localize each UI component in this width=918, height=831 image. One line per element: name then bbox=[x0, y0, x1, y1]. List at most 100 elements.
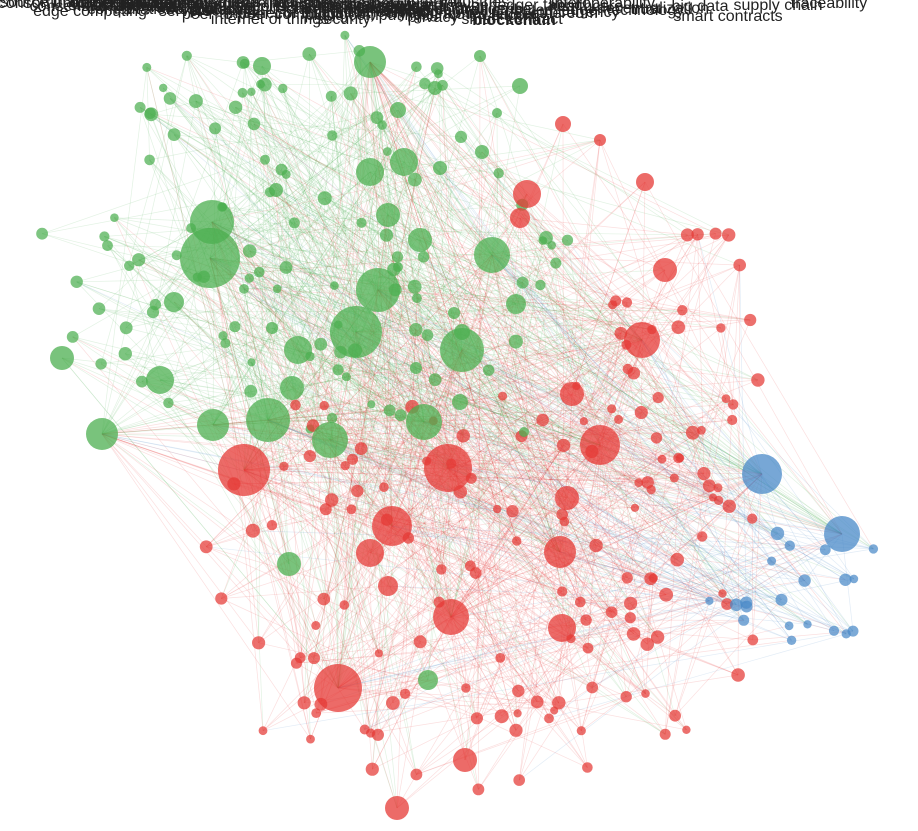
network-edge bbox=[243, 217, 521, 471]
network-edge bbox=[126, 254, 493, 329]
network-node-unlabeled bbox=[849, 574, 859, 584]
network-edge bbox=[459, 401, 654, 579]
network-node-unlabeled bbox=[242, 244, 257, 258]
node-label: supply chain bbox=[734, 0, 823, 14]
network-edge bbox=[646, 437, 657, 645]
network-edge bbox=[397, 109, 593, 452]
network-node-unlabeled bbox=[308, 652, 320, 665]
network-edge bbox=[101, 433, 311, 740]
node-label: consensus protocol bbox=[70, 0, 208, 12]
network-edge bbox=[264, 159, 393, 527]
network-edge bbox=[350, 93, 593, 688]
network-node-unlabeled bbox=[461, 683, 471, 693]
network-edge bbox=[308, 53, 389, 216]
network-edge bbox=[491, 254, 582, 731]
network-edge bbox=[214, 128, 561, 553]
network-node-unlabeled bbox=[650, 630, 665, 644]
network-edge bbox=[275, 189, 643, 341]
network-edge bbox=[285, 135, 333, 175]
network-edge bbox=[386, 519, 628, 579]
network-edge bbox=[391, 333, 622, 527]
network-edge bbox=[141, 381, 563, 515]
network-edge bbox=[206, 546, 559, 704]
network-edge bbox=[211, 221, 588, 768]
network-edge bbox=[350, 93, 658, 638]
network-edge bbox=[243, 469, 471, 567]
network-edge bbox=[438, 473, 763, 603]
network-node-unlabeled bbox=[536, 413, 549, 427]
network-node-unlabeled bbox=[258, 726, 268, 736]
network-edge bbox=[518, 551, 561, 781]
network-edge bbox=[212, 409, 390, 426]
network-edge bbox=[450, 497, 714, 618]
network-edge bbox=[416, 297, 763, 475]
network-edge bbox=[397, 109, 561, 553]
network-edge bbox=[308, 53, 597, 546]
network-edge bbox=[309, 61, 371, 429]
network-edge bbox=[496, 339, 643, 510]
network-node bbox=[452, 394, 468, 410]
node-label: consensus algorithm bbox=[30, 0, 177, 15]
network-edge bbox=[595, 473, 763, 546]
network-node-unlabeled bbox=[784, 540, 795, 551]
network-edge bbox=[309, 53, 723, 594]
network-edge bbox=[626, 302, 751, 321]
network-edge bbox=[450, 616, 555, 711]
network-node-unlabeled bbox=[713, 483, 723, 493]
node-label: computer architecture bbox=[167, 1, 322, 18]
network-node-unlabeled bbox=[472, 783, 485, 796]
network-edge bbox=[488, 369, 790, 547]
network-edge bbox=[391, 525, 666, 735]
network-node-unlabeled bbox=[512, 684, 525, 698]
network-edge bbox=[369, 61, 739, 676]
network-edge bbox=[687, 234, 874, 550]
network-edge bbox=[450, 616, 753, 641]
network-edge bbox=[371, 616, 452, 770]
network-edge bbox=[312, 425, 763, 475]
network-edge bbox=[381, 124, 835, 632]
network-edge bbox=[475, 508, 498, 574]
network-edge bbox=[414, 179, 612, 613]
network-node-unlabeled bbox=[582, 642, 594, 654]
network-edge bbox=[249, 139, 601, 252]
network-node-unlabeled bbox=[428, 373, 442, 387]
network-edge bbox=[291, 254, 493, 389]
network-node bbox=[372, 506, 412, 546]
network-edge bbox=[244, 63, 290, 565]
network-edge bbox=[676, 265, 741, 560]
network-node-unlabeled bbox=[579, 417, 588, 426]
network-edge bbox=[377, 289, 658, 638]
network-edge bbox=[253, 123, 737, 606]
network-edge bbox=[211, 221, 259, 643]
network-edge bbox=[243, 469, 311, 740]
node-label: distributed ledger technology bbox=[480, 2, 685, 19]
network-edge bbox=[242, 92, 417, 369]
network-edge bbox=[259, 271, 639, 484]
network-edge bbox=[450, 397, 659, 618]
node-label: data models bbox=[228, 0, 315, 11]
node-label: trust bbox=[630, 1, 662, 18]
network-edge bbox=[517, 477, 675, 714]
network-edge bbox=[404, 693, 478, 719]
network-node-unlabeled bbox=[325, 90, 337, 102]
network-edge bbox=[391, 333, 622, 527]
network-node-unlabeled bbox=[374, 649, 383, 658]
network-node-unlabeled bbox=[311, 621, 321, 630]
network-edge bbox=[553, 444, 601, 711]
network-node bbox=[390, 148, 418, 176]
network-edge bbox=[369, 61, 518, 542]
network-edge bbox=[461, 349, 782, 600]
network-edge bbox=[463, 435, 561, 553]
network-edge bbox=[211, 68, 438, 223]
network-edge bbox=[234, 326, 434, 422]
network-node-unlabeled bbox=[245, 523, 260, 538]
network-edge bbox=[408, 421, 425, 539]
network-edge bbox=[300, 591, 563, 659]
network-edge bbox=[570, 368, 629, 639]
network-edge bbox=[564, 430, 702, 522]
node-label: traceability bbox=[791, 0, 867, 12]
network-node-unlabeled bbox=[294, 652, 306, 664]
network-edge bbox=[369, 61, 643, 341]
network-edge bbox=[369, 552, 471, 567]
node-label: consortium blockchain bbox=[0, 0, 156, 12]
